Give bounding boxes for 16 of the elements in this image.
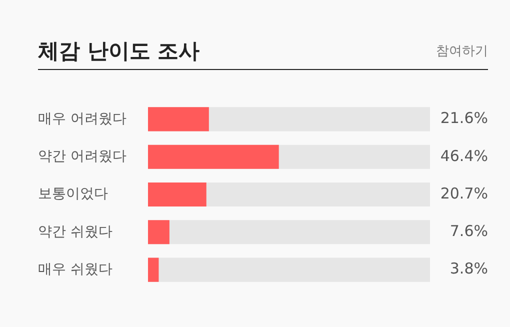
- data-label: 7.6%: [450, 222, 488, 240]
- bar: [148, 182, 206, 207]
- y-tick-label: 매우 쉬웠다: [38, 261, 112, 278]
- y-tick-label: 보통이었다: [38, 186, 108, 202]
- data-label: 21.6%: [440, 109, 488, 128]
- bar: [148, 220, 170, 244]
- text: 참여하기: [436, 42, 488, 60]
- y-tick-label: 약간 어려웠다: [38, 148, 126, 164]
- chart-title: 체감 난이도 조사: [38, 38, 200, 64]
- bar: [148, 107, 209, 132]
- data-label: 3.8%: [450, 260, 488, 278]
- data-label: 46.4%: [440, 146, 488, 165]
- data-label: 20.7%: [440, 184, 488, 202]
- bar: [148, 258, 159, 282]
- y-tick-label: 약간 쉬웠다: [38, 224, 112, 240]
- y-tick-label: 매우 어려웠다: [38, 110, 126, 127]
